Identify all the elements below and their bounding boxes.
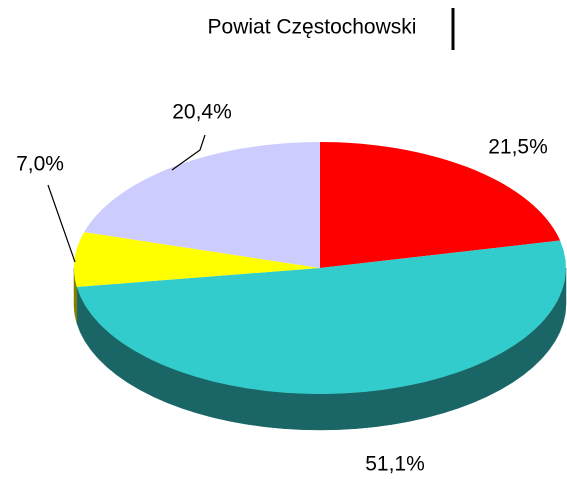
leader-line bbox=[171, 134, 206, 171]
slice bbox=[84, 142, 320, 268]
slice bbox=[320, 142, 561, 268]
data-label: 20,4% bbox=[172, 101, 232, 124]
pie bbox=[73, 142, 567, 431]
data-label: 51,1% bbox=[365, 453, 425, 476]
slice bbox=[76, 240, 566, 394]
slice bbox=[74, 232, 320, 287]
data-label: 7,0% bbox=[16, 153, 64, 176]
slice-side bbox=[73, 267, 78, 323]
leader-line bbox=[47, 184, 76, 263]
data-label: 21,5% bbox=[488, 136, 548, 159]
chart-title: Powiat Częstochowski bbox=[208, 16, 417, 39]
labels: 21,5% 51,1% 7,0% 20,4% bbox=[16, 101, 548, 476]
